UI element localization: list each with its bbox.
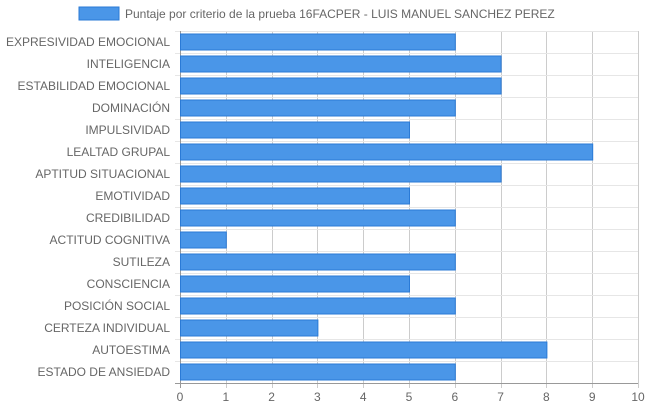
category-label: ESTADO DE ANSIEDAD [38,365,171,379]
category-label: DOMINACIÓN [92,100,170,115]
legend-swatch [78,6,120,21]
bar[interactable] [180,253,456,271]
category-label: AUTOESTIMA [92,343,170,357]
x-tick-label: 4 [360,390,367,404]
x-tick-label: 3 [314,390,321,404]
category-label: INTELIGENCIA [87,57,170,71]
bar[interactable] [180,77,502,95]
bar[interactable] [180,297,456,315]
bar[interactable] [180,209,456,227]
x-tick-label: 5 [406,390,413,404]
x-tick-label: 8 [543,390,550,404]
bar[interactable] [180,99,456,117]
bar[interactable] [180,143,594,161]
legend[interactable]: Puntaje por criterio de la prueba 16FACP… [78,6,555,21]
category-label: POSICIÓN SOCIAL [64,298,170,313]
category-label: CREDIBILIDAD [86,211,170,225]
bar[interactable] [180,187,410,205]
x-tick-label: 10 [631,390,645,404]
x-tick-label: 6 [451,390,458,404]
bar[interactable] [180,319,319,337]
x-tick-label: 0 [177,390,184,404]
bar[interactable] [180,341,548,359]
category-label: ACTITUD COGNITIVA [50,233,170,247]
bar[interactable] [180,363,456,381]
legend-label: Puntaje por criterio de la prueba 16FACP… [125,7,555,21]
category-label: EXPRESIVIDAD EMOCIONAL [6,35,170,49]
category-label: ESTABILIDAD EMOCIONAL [18,79,171,93]
bar[interactable] [180,55,502,73]
bar[interactable] [180,275,410,293]
y-axis-labels: EXPRESIVIDAD EMOCIONAL INTELIGENCIA ESTABI… [6,35,170,379]
bar[interactable] [180,165,502,183]
x-tick-label: 9 [589,390,596,404]
category-label: SUTILEZA [113,255,170,269]
category-label: CONSCIENCIA [87,277,170,291]
bars [180,33,594,381]
bar[interactable] [180,33,456,51]
x-tick-label: 7 [497,390,504,404]
category-label: LEALTAD GRUPAL [67,145,171,159]
category-label: CERTEZA INDIVIDUAL [44,321,170,335]
category-label: IMPULSIVIDAD [85,123,170,137]
x-tick-label: 2 [268,390,275,404]
category-label: APTITUD SITUACIONAL [35,167,170,181]
bar[interactable] [180,231,227,249]
bar[interactable] [180,121,410,139]
category-label: EMOTIVIDAD [95,189,170,203]
x-tick-label: 1 [222,390,229,404]
x-axis-ticks: 0 1 2 3 4 5 6 7 8 9 10 [177,390,645,404]
